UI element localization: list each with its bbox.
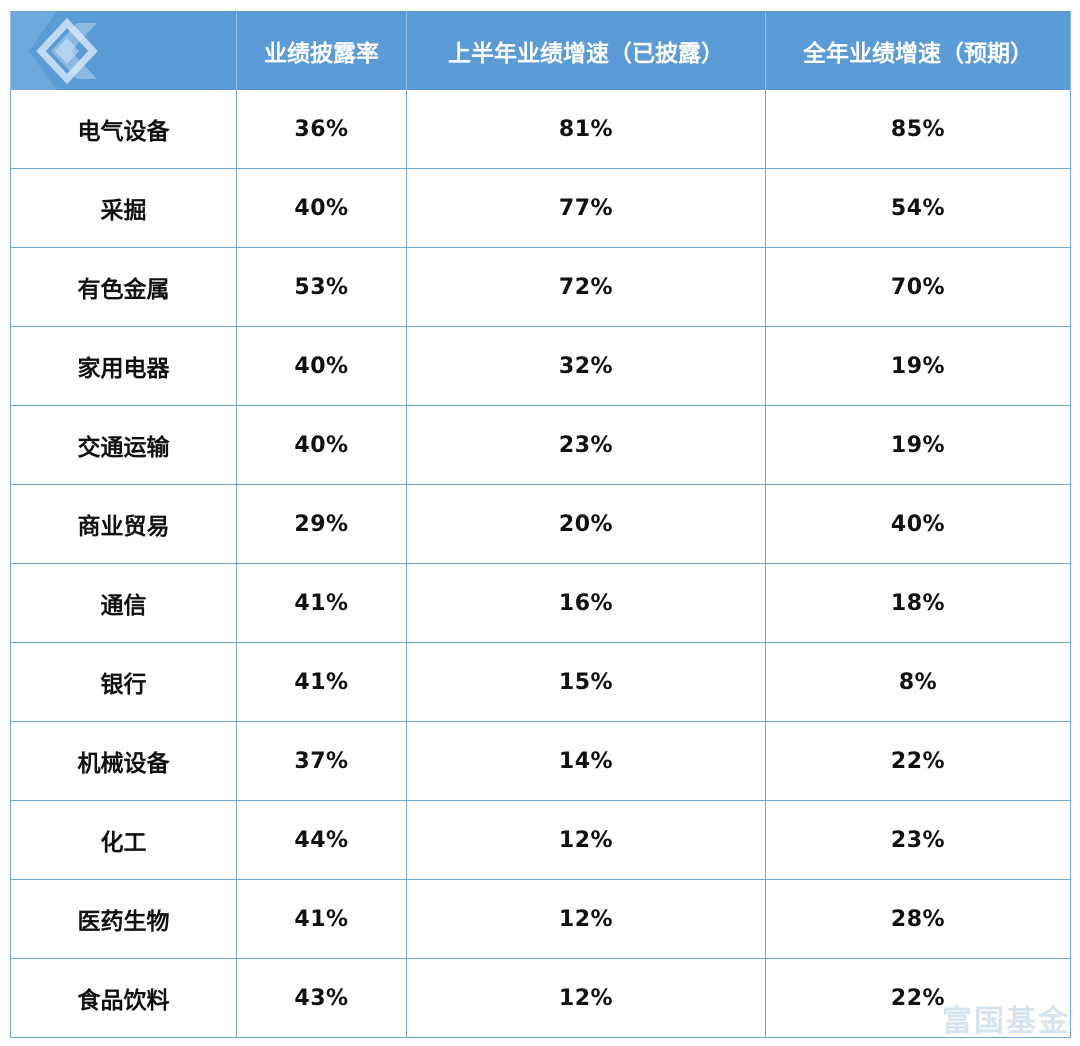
industry-cell: 化工 — [10, 800, 237, 880]
disclosure-rate-cell: 41% — [236, 563, 407, 643]
table-row: 有色金属 53% 72% 70% — [10, 247, 1071, 327]
industry-cell: 通信 — [10, 563, 237, 643]
watermark-text: 富国基金 — [942, 1004, 1070, 1039]
disclosure-rate-cell: 40% — [236, 168, 407, 248]
industry-cell: 有色金属 — [10, 247, 237, 327]
h1-growth-cell: 20% — [406, 484, 766, 564]
disclosure-rate-cell: 43% — [236, 958, 407, 1038]
table-row: 电气设备 36% 81% 85% — [10, 90, 1071, 169]
table-row: 通信 41% 16% 18% — [10, 563, 1071, 643]
brand-logo-icon — [11, 11, 98, 90]
industry-cell: 机械设备 — [10, 721, 237, 801]
full-year-growth-cell: 23% — [765, 800, 1071, 880]
full-year-growth-cell: 22% — [765, 721, 1071, 801]
table-row: 化工 44% 12% 23% — [10, 800, 1071, 880]
full-year-growth-cell: 85% — [765, 90, 1071, 169]
table-row: 家用电器 40% 32% 19% — [10, 326, 1071, 406]
h1-growth-cell: 12% — [406, 879, 766, 959]
table-row: 食品饮料 43% 12% 22% — [10, 958, 1071, 1038]
full-year-growth-cell: 18% — [765, 563, 1071, 643]
table-body: 电气设备 36% 81% 85% 采掘 40% 77% 54% 有色金属 53%… — [10, 90, 1071, 1038]
h1-growth-cell: 23% — [406, 405, 766, 485]
table-row: 医药生物 41% 12% 28% — [10, 879, 1071, 959]
header-row: 业绩披露率 上半年业绩增速（已披露） 全年业绩增速（预期） — [10, 11, 1071, 90]
table-row: 交通运输 40% 23% 19% — [10, 405, 1071, 485]
full-year-growth-cell: 40% — [765, 484, 1071, 564]
performance-table-container: 业绩披露率 上半年业绩增速（已披露） 全年业绩增速（预期） 电气设备 36% 8… — [10, 11, 1071, 1038]
full-year-growth-cell: 19% — [765, 326, 1071, 406]
full-year-growth-cell: 22% — [765, 958, 1071, 1038]
table-row: 银行 41% 15% 8% — [10, 642, 1071, 722]
industry-cell: 电气设备 — [10, 90, 237, 169]
disclosure-rate-cell: 41% — [236, 879, 407, 959]
h1-growth-cell: 12% — [406, 958, 766, 1038]
industry-cell: 交通运输 — [10, 405, 237, 485]
table-row: 机械设备 37% 14% 22% — [10, 721, 1071, 801]
table-header: 业绩披露率 上半年业绩增速（已披露） 全年业绩增速（预期） — [10, 11, 1071, 90]
disclosure-rate-cell: 53% — [236, 247, 407, 327]
performance-table: 业绩披露率 上半年业绩增速（已披露） 全年业绩增速（预期） 电气设备 36% 8… — [10, 11, 1071, 1038]
header-full-year-growth: 全年业绩增速（预期） — [765, 11, 1071, 90]
disclosure-rate-cell: 36% — [236, 90, 407, 169]
disclosure-rate-cell: 37% — [236, 721, 407, 801]
h1-growth-cell: 81% — [406, 90, 766, 169]
h1-growth-cell: 12% — [406, 800, 766, 880]
disclosure-rate-cell: 29% — [236, 484, 407, 564]
industry-cell: 医药生物 — [10, 879, 237, 959]
disclosure-rate-cell: 44% — [236, 800, 407, 880]
full-year-growth-cell: 54% — [765, 168, 1071, 248]
h1-growth-cell: 16% — [406, 563, 766, 643]
header-h1-growth: 上半年业绩增速（已披露） — [406, 11, 766, 90]
header-disclosure-rate: 业绩披露率 — [236, 11, 407, 90]
disclosure-rate-cell: 40% — [236, 326, 407, 406]
h1-growth-cell: 15% — [406, 642, 766, 722]
h1-growth-cell: 77% — [406, 168, 766, 248]
industry-cell: 采掘 — [10, 168, 237, 248]
h1-growth-cell: 32% — [406, 326, 766, 406]
full-year-growth-cell: 19% — [765, 405, 1071, 485]
disclosure-rate-cell: 40% — [236, 405, 407, 485]
h1-growth-cell: 14% — [406, 721, 766, 801]
industry-cell: 食品饮料 — [10, 958, 237, 1038]
full-year-growth-cell: 8% — [765, 642, 1071, 722]
table-row: 采掘 40% 77% 54% — [10, 168, 1071, 248]
full-year-growth-cell: 70% — [765, 247, 1071, 327]
disclosure-rate-cell: 41% — [236, 642, 407, 722]
industry-cell: 银行 — [10, 642, 237, 722]
header-corner-cell — [10, 11, 237, 90]
h1-growth-cell: 72% — [406, 247, 766, 327]
industry-cell: 商业贸易 — [10, 484, 237, 564]
table-row: 商业贸易 29% 20% 40% — [10, 484, 1071, 564]
industry-cell: 家用电器 — [10, 326, 237, 406]
full-year-growth-cell: 28% — [765, 879, 1071, 959]
